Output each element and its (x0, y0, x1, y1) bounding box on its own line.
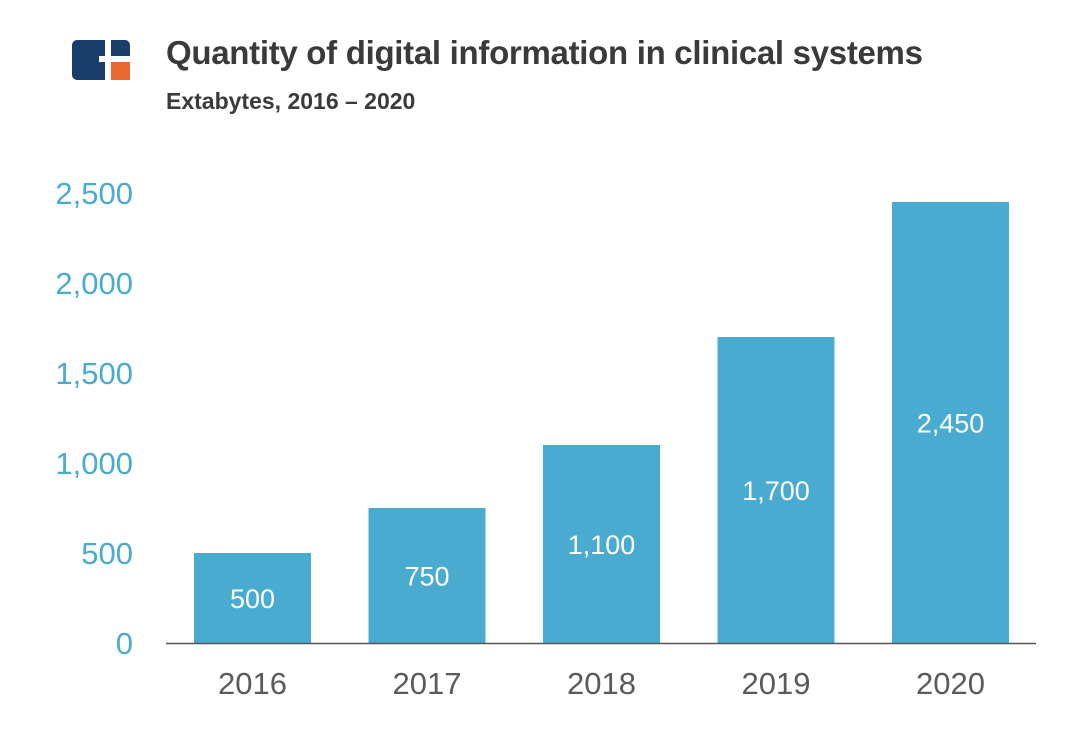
bar (368, 508, 486, 643)
chart-subtitle: Extabytes, 2016 – 2020 (166, 88, 416, 114)
bar (717, 337, 835, 643)
bar (543, 445, 660, 643)
bar (194, 553, 311, 643)
x-tick-label: 2019 (742, 666, 811, 701)
y-tick-label: 0 (116, 626, 133, 661)
brand-logo-icon (72, 40, 130, 80)
bar-value-label: 2,450 (917, 409, 985, 439)
y-tick-label: 2,500 (55, 176, 133, 211)
bar-value-label: 1,100 (568, 530, 636, 560)
x-tick-label: 2018 (567, 666, 636, 701)
x-tick-label: 2017 (393, 666, 462, 701)
chart-title: Quantity of digital information in clini… (166, 34, 923, 71)
y-tick-label: 500 (81, 536, 133, 571)
bar-value-label: 1,700 (742, 476, 810, 506)
bar (892, 202, 1009, 643)
y-tick-label: 1,500 (55, 356, 133, 391)
bar-value-label: 500 (230, 584, 275, 614)
y-tick-label: 1,000 (55, 446, 133, 481)
y-tick-label: 2,000 (55, 266, 133, 301)
x-tick-label: 2016 (218, 666, 287, 701)
bar-value-label: 750 (404, 562, 449, 592)
x-tick-label: 2020 (916, 666, 985, 701)
